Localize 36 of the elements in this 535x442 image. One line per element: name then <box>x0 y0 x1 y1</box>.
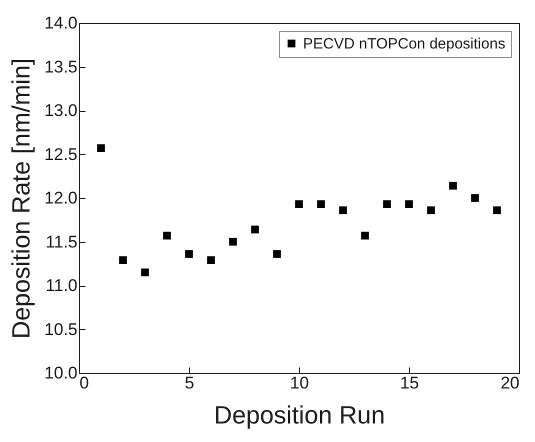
point <box>119 256 127 264</box>
x-tick-label: 10 <box>290 374 309 392</box>
legend-label: PECVD nTOPCon depositions <box>303 36 506 52</box>
y-tick-label: 12.0 <box>44 188 78 208</box>
y-axis-title: Deposition Rate [nm/min] <box>7 58 36 339</box>
x-axis-title: Deposition Run <box>214 402 385 430</box>
point <box>383 200 391 208</box>
y-tick-label: 11.5 <box>46 232 78 252</box>
point <box>273 250 281 258</box>
y-tick-label: 13.0 <box>44 101 78 120</box>
point <box>141 268 149 276</box>
x-tick-label: 20 <box>500 374 520 392</box>
point <box>361 232 369 240</box>
y-tick-label: 13.5 <box>44 57 78 76</box>
point <box>295 200 303 208</box>
point <box>449 182 457 190</box>
y-tick-label: 11.0 <box>46 276 78 295</box>
point <box>493 206 501 214</box>
point <box>317 200 325 208</box>
point <box>229 238 237 246</box>
point <box>339 206 347 214</box>
x-tick-label: 15 <box>400 374 419 392</box>
point <box>251 226 259 234</box>
point <box>97 144 105 152</box>
x-tick-label: 0 <box>80 374 89 392</box>
point <box>163 232 171 240</box>
point <box>207 256 215 264</box>
point <box>185 250 193 258</box>
y-tick-label: 10.0 <box>44 364 78 382</box>
point <box>471 194 479 202</box>
y-tick-label: 14.0 <box>44 14 78 32</box>
x-tick-label: 5 <box>184 374 194 392</box>
y-tick-label: 10.5 <box>44 320 78 339</box>
point <box>405 200 413 208</box>
point <box>427 206 435 214</box>
y-tick-label: 12.5 <box>44 144 78 164</box>
